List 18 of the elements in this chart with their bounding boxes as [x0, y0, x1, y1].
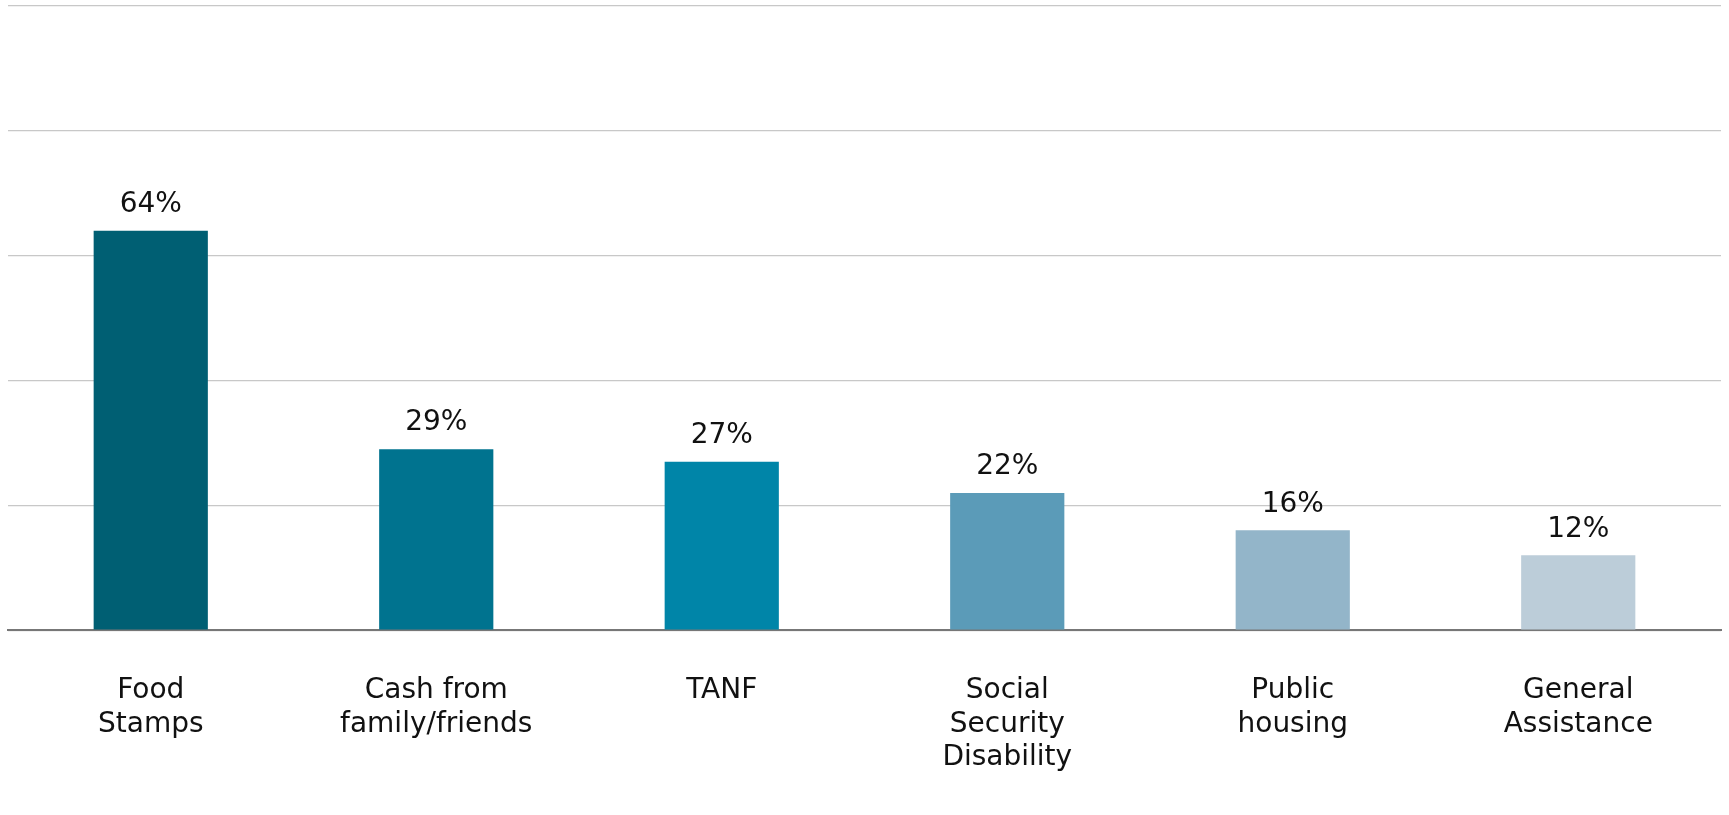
data-label: 12%	[1547, 510, 1610, 544]
bar	[93, 230, 208, 630]
bar	[664, 461, 779, 630]
x-tick-label: Social Security Disability	[942, 672, 1073, 773]
data-label: 29%	[405, 404, 468, 438]
x-tick-label: Public housing	[1237, 672, 1349, 739]
x-tick-label: General Assistance	[1503, 672, 1653, 739]
data-label: 64%	[119, 185, 182, 219]
data-label: 27%	[690, 416, 753, 450]
bar	[1521, 555, 1636, 630]
data-label: 16%	[1261, 485, 1324, 519]
bar	[1235, 530, 1350, 630]
data-label: 22%	[976, 448, 1039, 482]
x-tick-label: TANF	[685, 672, 758, 706]
bar	[379, 449, 494, 630]
x-tick-label: Cash from family/friends	[340, 672, 533, 739]
bar	[950, 492, 1065, 630]
x-tick-label: Food Stamps	[97, 672, 204, 739]
